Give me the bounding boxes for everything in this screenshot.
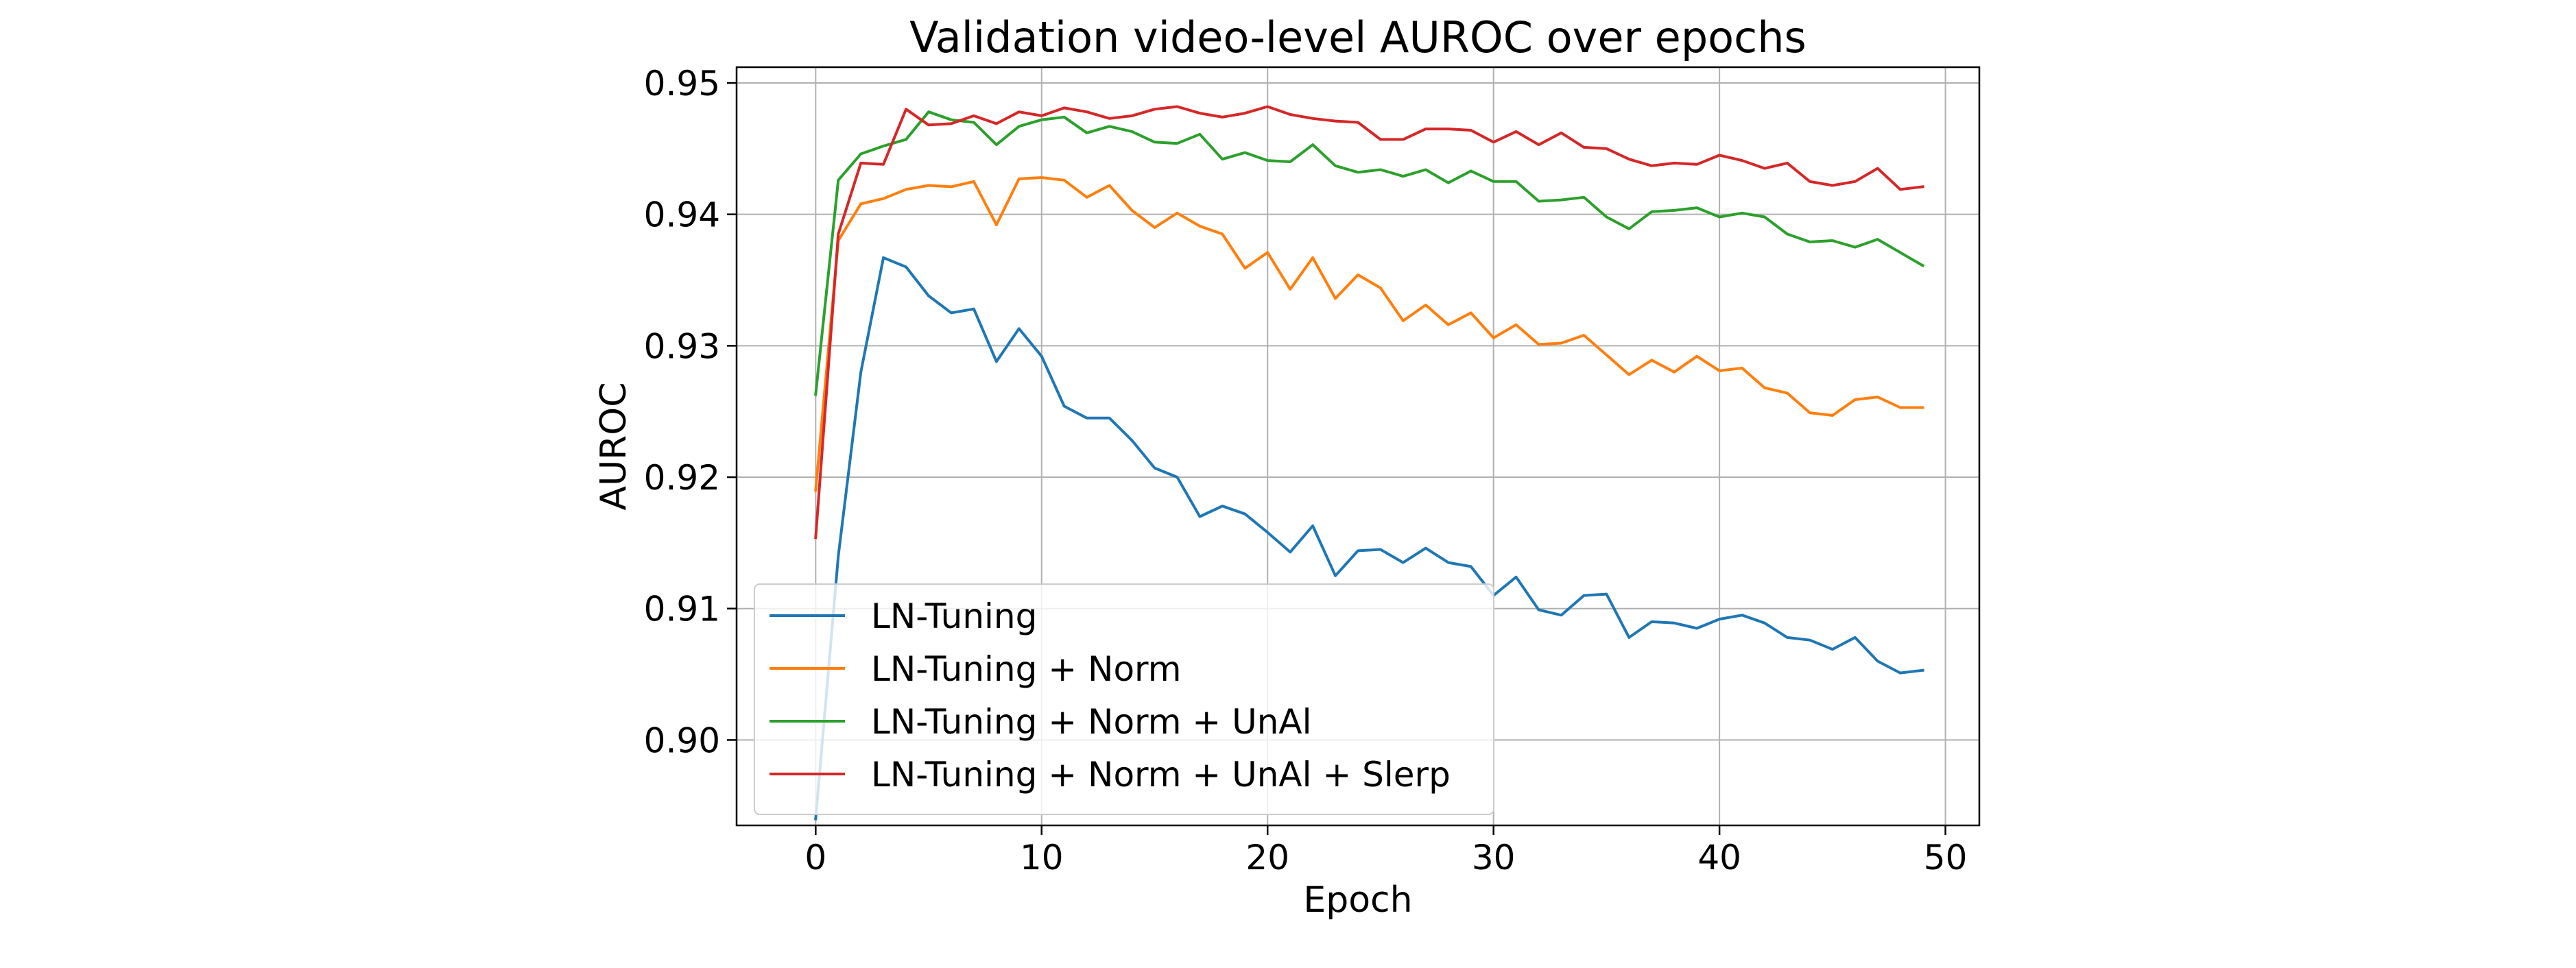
plot-frame [735,66,1981,827]
series-lines [814,105,1925,821]
y-tick-label: 0.95 [644,64,720,104]
legend-box [754,583,1494,815]
y-tick-label: 0.90 [644,721,720,760]
y-tick-label: 0.93 [644,326,720,366]
x-tick-label: 30 [1472,838,1516,878]
axis-ticks: 0 10 20 30 40 50 0.90 0.91 0.92 0.93 0.94 0.95 [644,64,1968,878]
y-axis-label: AUROC [593,382,634,510]
legend-label-1: LN-Tuning [871,596,1037,636]
series-line-1 [814,256,1924,821]
chart-title: Validation video-level AUROC over epochs [909,12,1806,62]
series-line-3 [814,110,1925,396]
y-tick-label: 0.94 [644,195,720,235]
y-tick-label: 0.92 [644,458,720,498]
series-line-2 [814,176,1924,492]
x-tick-label: 0 [804,838,826,878]
y-tick-label: 0.91 [644,590,720,629]
legend: LN-Tuning LN-Tuning + Norm LN-Tuning + Nor… [754,583,1494,815]
series-line-4 [814,105,1924,540]
x-tick-label: 10 [1020,838,1064,878]
x-tick-label: 50 [1924,838,1968,878]
legend-label-3: LN-Tuning + Norm + UnAl [871,702,1311,742]
x-tick-label: 40 [1697,838,1741,878]
x-axis-label: Epoch [1303,880,1412,921]
legend-label-4: LN-Tuning + Norm + UnAl + Slerp [871,755,1451,795]
x-tick-label: 20 [1245,838,1289,878]
legend-label-2: LN-Tuning + Norm [871,649,1181,689]
